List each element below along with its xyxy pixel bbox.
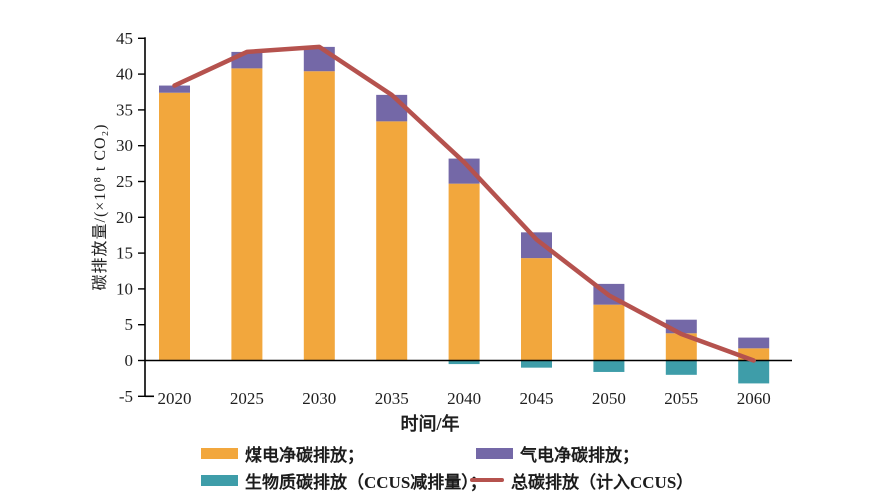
total-emissions-line xyxy=(172,44,756,363)
y-tick-label: 5 xyxy=(125,315,134,334)
gas-swatch-icon xyxy=(476,447,513,459)
biomass-bar-2060 xyxy=(738,360,770,384)
legend-label-coal: 煤电净碳排放； xyxy=(245,445,364,465)
x-tick-label: 2030 xyxy=(302,389,336,408)
x-tick-label: 2050 xyxy=(592,389,626,408)
coal-bar-2035 xyxy=(376,121,408,361)
biomass-swatch-icon xyxy=(201,474,238,486)
coal-bar-2050 xyxy=(593,304,625,361)
y-tick-label: 30 xyxy=(116,136,133,155)
biomass-bar-2040 xyxy=(448,360,480,365)
legend-item-coal: 煤电净碳排放； xyxy=(201,443,364,465)
y-tick-label: 25 xyxy=(116,172,133,191)
x-tick-label: 2025 xyxy=(230,389,264,408)
coal-bar-2020 xyxy=(159,92,190,361)
y-tick-label: 40 xyxy=(116,65,133,84)
coal-bar-2025 xyxy=(231,68,263,361)
x-axis-title: 时间/年 xyxy=(400,414,460,434)
total-line-swatch-icon xyxy=(470,478,504,482)
gas-bar-2060 xyxy=(738,337,770,349)
x-tick-label: 2060 xyxy=(737,389,771,408)
biomass-bar-2055 xyxy=(665,360,697,375)
x-tick-label: 2045 xyxy=(520,389,554,408)
gas-bar-2020 xyxy=(159,85,190,93)
legend-label-total: 总碳排放（计入CCUS） xyxy=(511,472,694,492)
biomass-bar-2045 xyxy=(521,360,552,368)
y-tick-label: 20 xyxy=(116,208,133,227)
x-tick-label: 2035 xyxy=(375,389,409,408)
coal-bar-2045 xyxy=(521,258,552,361)
coal-bar-2030 xyxy=(303,71,335,361)
legend-item-total: 总碳排放（计入CCUS） xyxy=(470,470,694,492)
legend-label-gas: 气电净碳排放； xyxy=(520,445,639,465)
x-tick-label: 2055 xyxy=(664,389,698,408)
legend-item-gas: 气电净碳排放； xyxy=(476,443,639,465)
gas-bar-2035 xyxy=(376,94,408,122)
y-tick-label: -5 xyxy=(119,387,133,406)
coal-swatch-icon xyxy=(201,447,238,459)
y-tick-label: 35 xyxy=(116,100,133,119)
coal-bar-2040 xyxy=(448,183,480,361)
y-tick-label: 45 xyxy=(116,29,133,48)
gas-bar-2030 xyxy=(303,46,335,72)
x-tick-label: 2020 xyxy=(158,389,192,408)
biomass-bar-2050 xyxy=(593,360,625,372)
x-tick-label: 2040 xyxy=(447,389,481,408)
y-axis-title: 碳排放量/(×10⁸ t CO₂) xyxy=(92,123,109,291)
legend-item-biomass: 生物质碳排放（CCUS减排量）； xyxy=(201,470,487,492)
y-tick-label: 10 xyxy=(116,279,133,298)
y-tick-label: 15 xyxy=(116,244,133,263)
y-tick-label: 0 xyxy=(125,351,134,370)
legend-label-biomass: 生物质碳排放（CCUS减排量）； xyxy=(245,472,487,492)
